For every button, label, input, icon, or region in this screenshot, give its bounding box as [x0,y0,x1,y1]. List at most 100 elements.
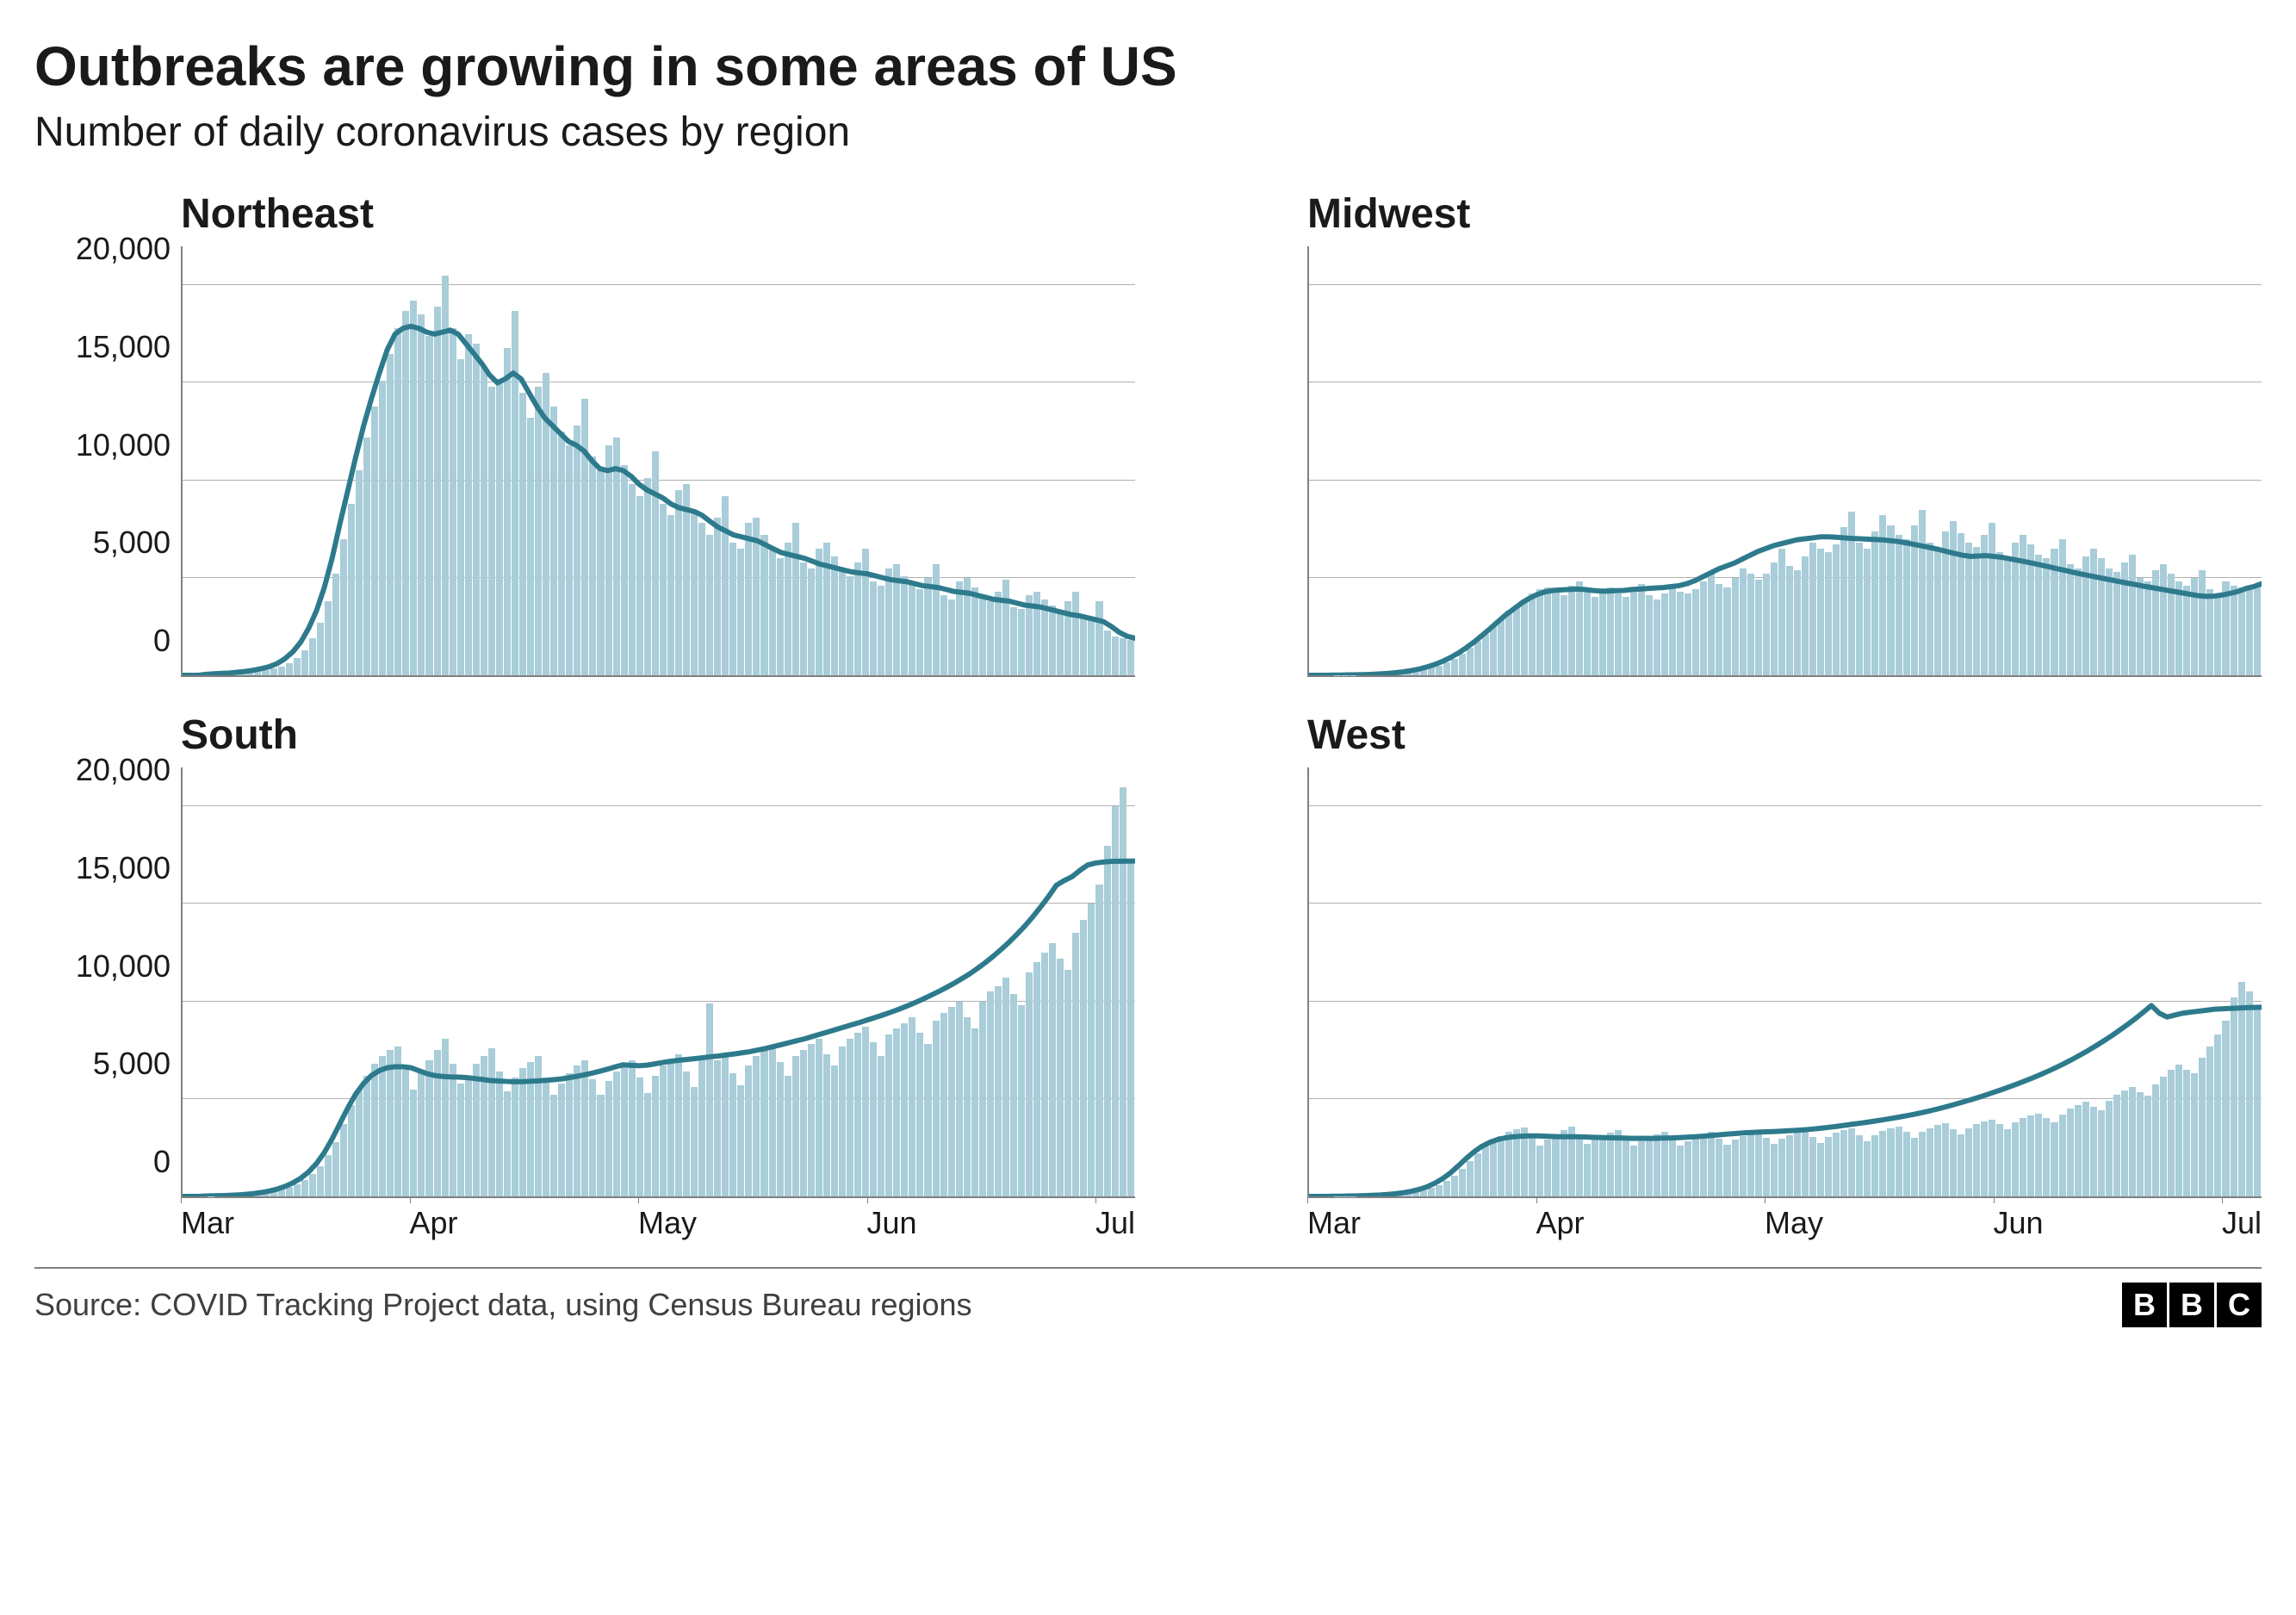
bar [1490,1141,1497,1197]
bar [2191,1073,2198,1196]
bar [1373,674,1380,675]
bar [363,1076,370,1196]
bar [371,407,378,675]
bar [2059,1115,2066,1196]
bar [1638,584,1645,675]
bar [878,586,884,675]
bar [2067,1109,2074,1196]
bar [1942,531,1949,676]
bar [1412,671,1419,675]
bar [1927,1128,1933,1196]
bar [1646,1137,1653,1196]
charts-grid: Northeast05,00010,00015,00020,000Midwest… [34,190,2262,1241]
bar [971,1028,978,1196]
y-tick: 15,000 [76,850,171,886]
panel-title: Northeast [34,190,1135,238]
bar [1120,638,1126,675]
bar [2183,586,2190,675]
bar [1661,1132,1668,1196]
bar [831,556,838,675]
bar [1436,666,1443,675]
y-tick: 10,000 [76,948,171,985]
bar [2254,1007,2261,1196]
bar [535,387,542,675]
bar [262,1193,269,1196]
bar [1002,978,1009,1196]
bar [2098,558,2105,675]
bar [1095,601,1102,675]
bar [425,336,432,675]
bar [1692,589,1699,675]
y-tick: 5,000 [93,1046,171,1082]
bar [621,1065,628,1196]
bar [613,438,620,675]
bar [1973,547,1980,675]
bar [450,1064,456,1196]
bar [1747,1133,1754,1196]
bar [1623,1139,1629,1196]
x-tick: May [638,1205,867,1241]
bar [1365,674,1372,675]
bar [1521,1127,1528,1196]
bar [1887,1128,1894,1196]
bar [512,311,518,675]
y-tick: 0 [153,623,171,659]
bar [2113,1095,2120,1196]
bars [183,246,1135,675]
bar [332,574,339,675]
bar [1498,618,1505,675]
bar [706,535,713,675]
bar [924,578,931,675]
bar [1934,1125,1941,1196]
bar [1786,1135,1793,1196]
bar [1544,1140,1551,1196]
bar [769,1047,776,1196]
bar [948,1007,955,1196]
bar [1018,609,1025,675]
bar [1654,599,1660,675]
bar [1467,1161,1474,1196]
bar [1864,1141,1871,1197]
bar [1700,1134,1707,1196]
bars [1309,246,2262,675]
bar [2231,586,2237,675]
bar [847,1039,853,1196]
bar [1677,592,1684,675]
bar [1661,593,1668,675]
bar [753,1056,760,1196]
bar [1630,1146,1637,1196]
bar [1049,943,1056,1196]
bar [722,1056,729,1196]
bar [465,334,472,675]
bar [410,1090,417,1197]
bar [488,387,495,675]
bar [394,328,401,675]
bar [1127,861,1134,1196]
bar [1561,1130,1567,1196]
bar [278,1190,285,1196]
bar [317,623,324,675]
bar [239,1195,245,1196]
x-tick: May [1765,1205,1994,1241]
bar [1451,1176,1458,1196]
bar [2051,1122,2057,1196]
bar [550,1095,557,1196]
bar [916,589,923,675]
bar [1692,1137,1699,1196]
bar [2144,1096,2151,1196]
bar [2082,556,2089,675]
bar [1623,597,1629,675]
bar [1420,670,1427,675]
bar [1568,1127,1575,1196]
bar [1428,668,1435,675]
bar [1685,593,1691,675]
bar [629,1060,636,1196]
bar [519,1068,526,1196]
bar [425,1060,432,1196]
bar [839,1047,846,1196]
bar [2152,1084,2159,1196]
bar [808,1044,815,1196]
bar [1443,1181,1450,1196]
bar [675,490,682,675]
bar [613,1071,620,1196]
